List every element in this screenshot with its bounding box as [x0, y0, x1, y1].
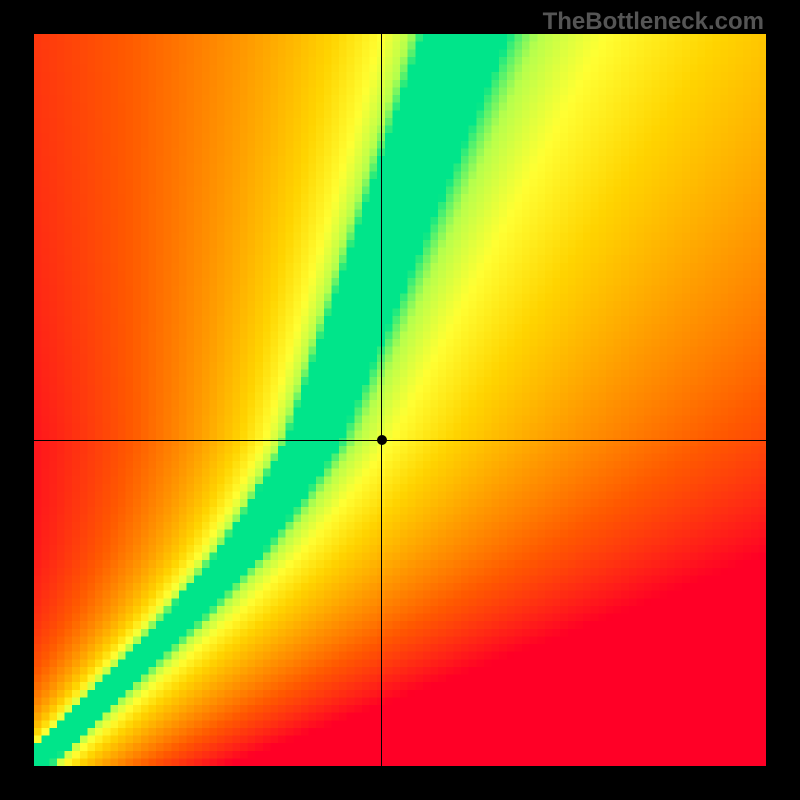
crosshair-horizontal [34, 440, 766, 441]
heatmap-canvas [34, 34, 766, 766]
crosshair-marker [377, 435, 387, 445]
chart-container: TheBottleneck.com [0, 0, 800, 800]
crosshair-vertical [381, 34, 382, 766]
watermark-text: TheBottleneck.com [543, 8, 764, 36]
